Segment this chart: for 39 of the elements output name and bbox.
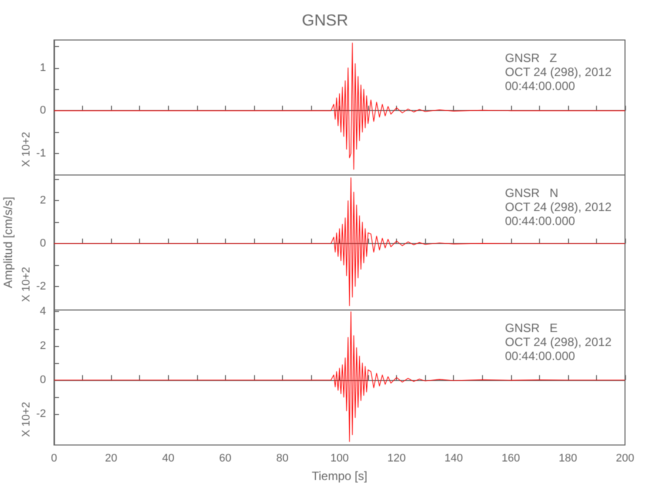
annotation: OCT 24 (298), 2012 [505,200,612,214]
annotation: OCT 24 (298), 2012 [505,65,612,79]
y-tick-label: 1 [40,62,46,74]
y-tick-label: 2 [40,340,46,352]
annotation: 00:44:00.000 [505,79,576,93]
annotation: GNSR N [505,186,558,200]
y-tick-label: 2 [40,194,46,207]
y-tick-label: -2 [36,280,46,292]
text: X 10+2 [20,132,32,167]
x-axis-title: Tiempo [s] [312,469,368,483]
x-tick-label: 180 [558,452,578,464]
y-tick-label: 0 [40,374,46,386]
annotation: 00:44:00.000 [505,349,576,363]
x-tick-label: 160 [502,452,520,464]
x-tick-label: 40 [162,452,174,464]
annotation: GNSR E [505,321,558,335]
x-tick-label: 60 [219,452,232,464]
chart-title: GNSR [302,12,348,30]
y-tick-label: 0 [40,238,46,250]
x-tick-label: 140 [444,452,463,464]
x-tick-label: 100 [330,452,349,464]
y-tick-label: 4 [40,306,46,318]
line-series [54,311,626,442]
x-tick-label: 120 [387,452,406,464]
annotation: GNSR Z [505,51,558,65]
x-tick-label: 20 [104,452,118,464]
text: X 10+2 [20,402,32,437]
y-tick-label: -2 [36,408,46,420]
line-series [54,177,626,306]
line-series [54,42,626,170]
y-tick-label: -1 [36,148,46,160]
text: X 10+2 [20,266,32,302]
annotation: 00:44:00.000 [505,214,576,228]
x-tick-label: 200 [616,452,634,464]
x-tick-label: 0 [50,452,58,464]
y-tick-label: 0 [40,104,46,117]
annotation: OCT 24 (298), 2012 [505,335,612,349]
x-tick-label: 80 [276,452,289,464]
y-axis-title: Amplitud [cm/s/s] [1,196,15,288]
